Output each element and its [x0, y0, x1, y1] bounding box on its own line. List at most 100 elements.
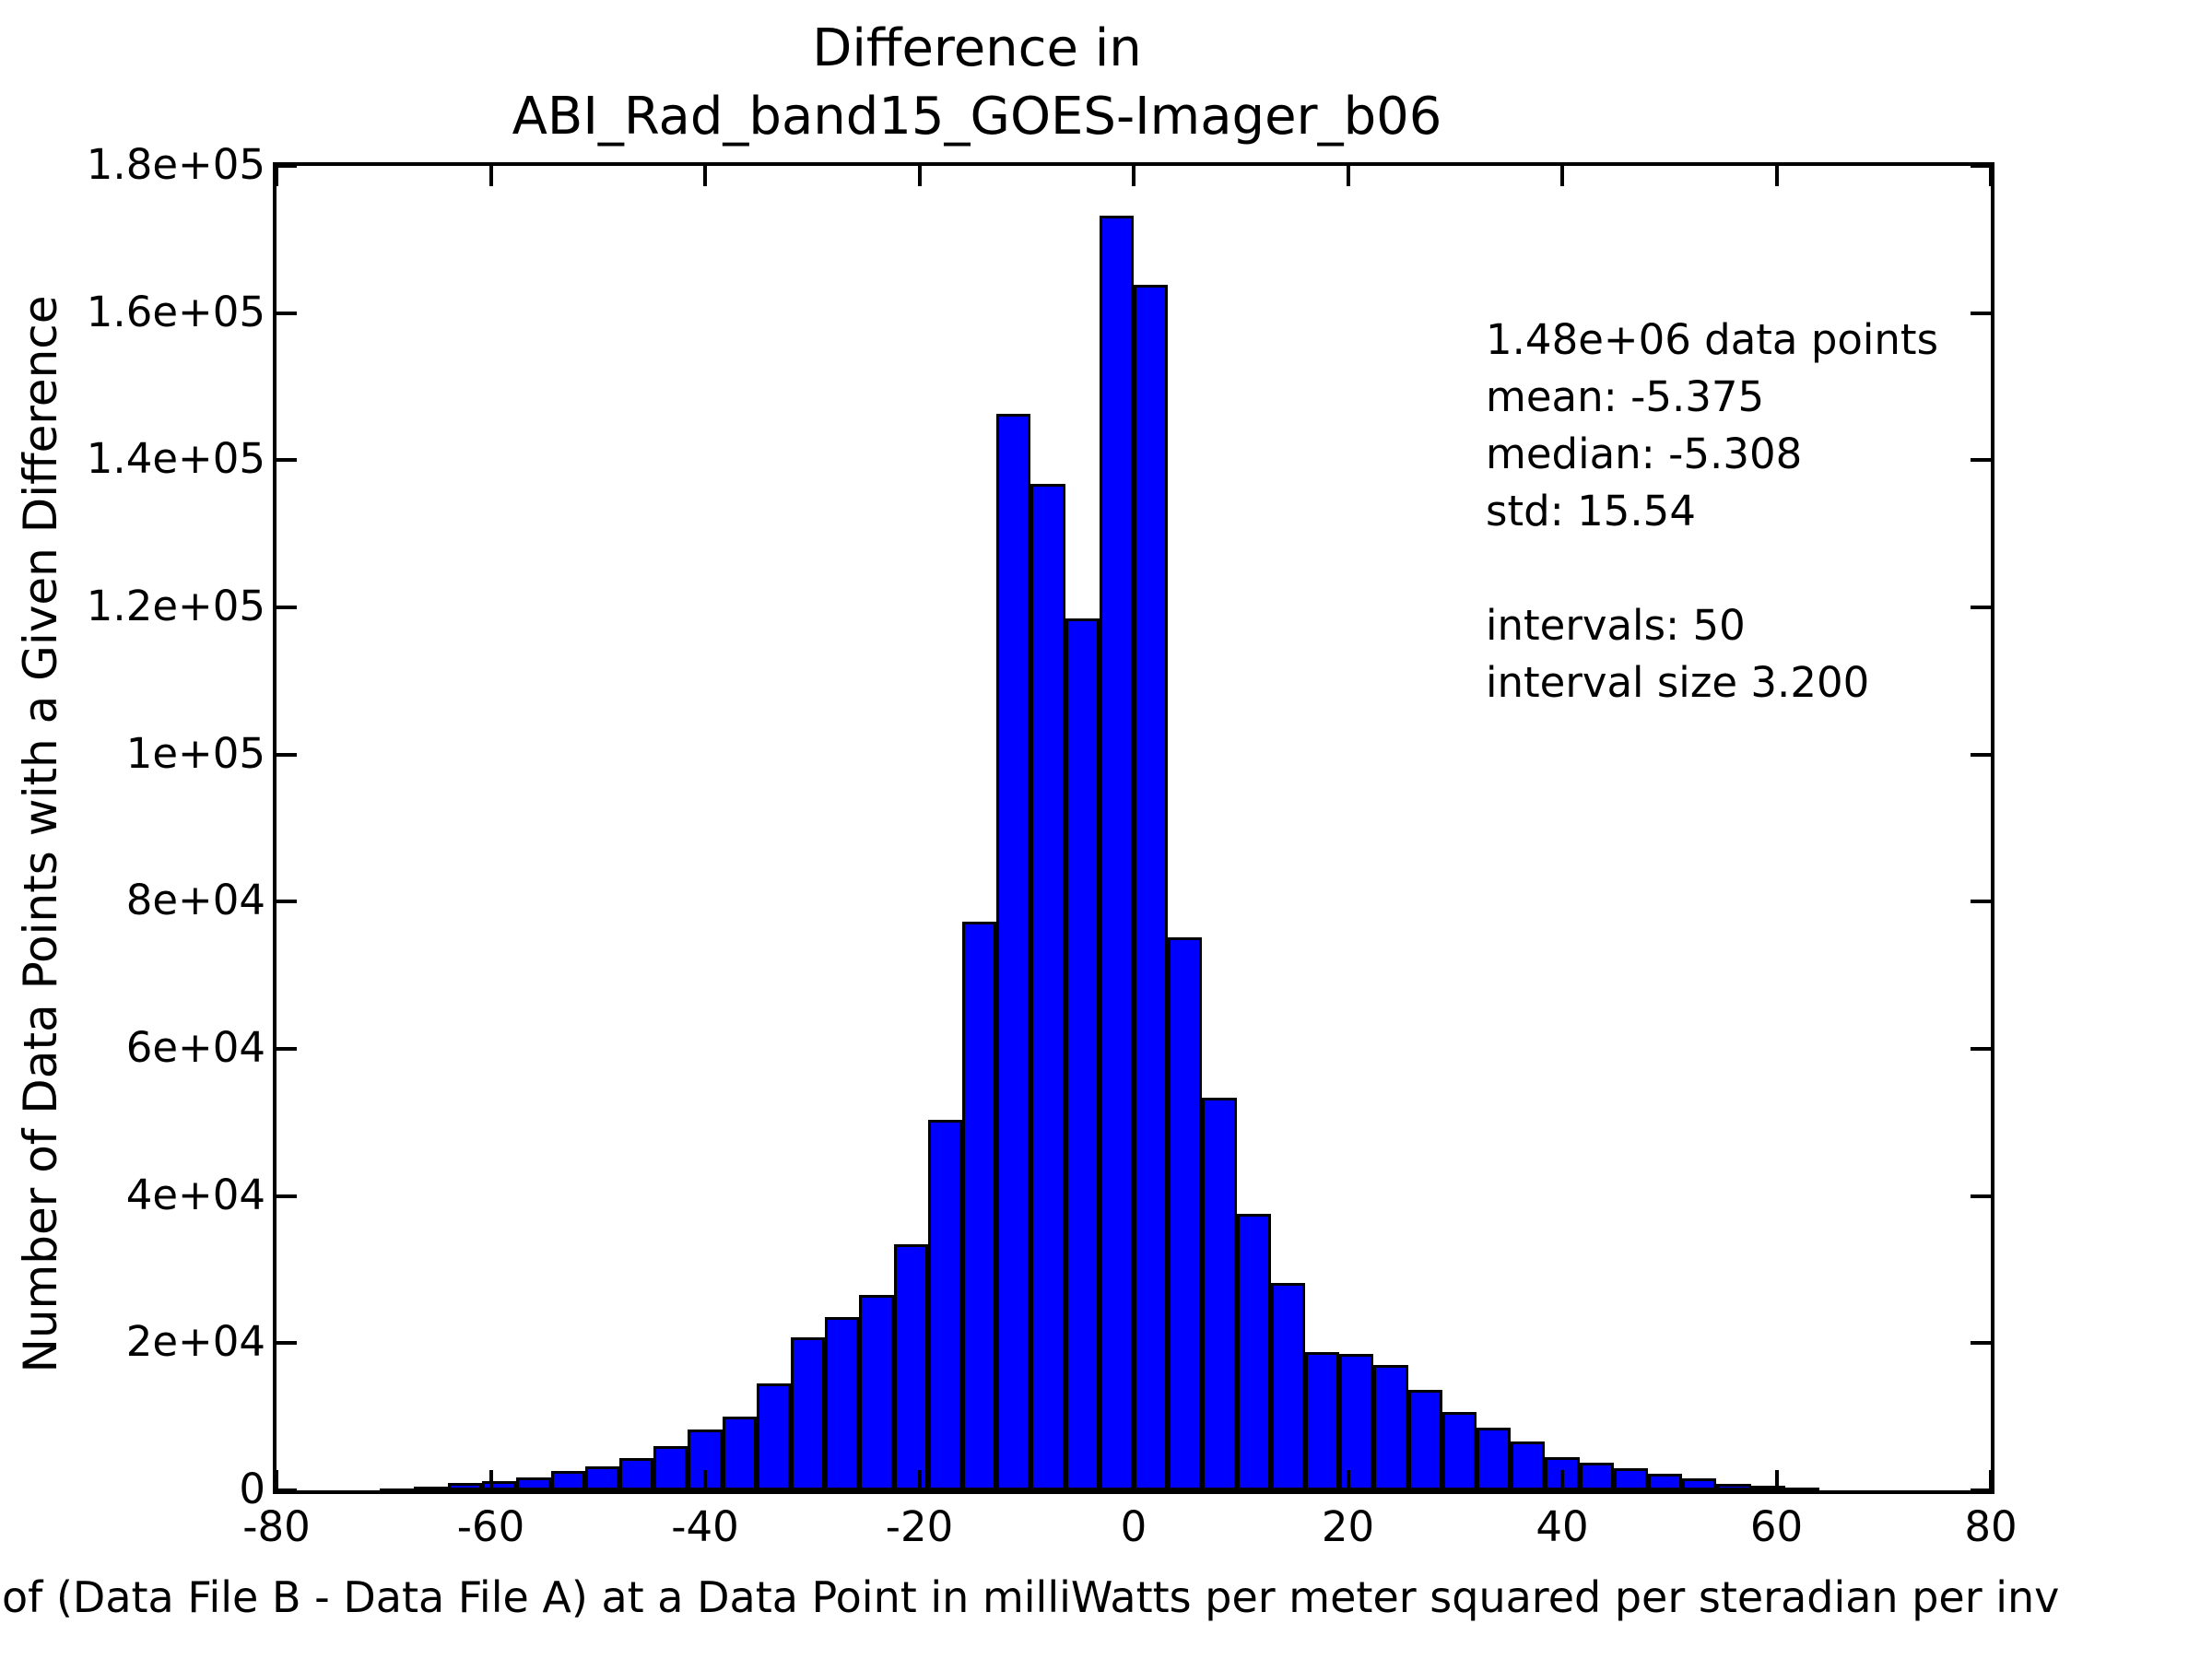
y-tick-label: 6e+04 — [125, 1023, 265, 1072]
histogram-bar — [1339, 1353, 1374, 1490]
y-axis-tick — [276, 1341, 297, 1346]
y-axis-tick — [276, 1488, 297, 1492]
x-axis-tick-top — [1346, 166, 1350, 186]
x-axis-tick — [917, 1470, 922, 1490]
y-axis-tick — [276, 1047, 297, 1051]
stats-annotation: 1.48e+06 data points mean: -5.375 median… — [1486, 312, 1938, 712]
y-tick-label: 0 — [239, 1465, 265, 1513]
histogram-bar — [1168, 936, 1203, 1490]
histogram-bar — [1511, 1441, 1546, 1490]
histogram-bar — [1682, 1478, 1717, 1490]
histogram-bar — [1270, 1282, 1305, 1490]
y-tick-label: 2e+04 — [125, 1317, 265, 1367]
y-tick-label: 1.6e+05 — [86, 287, 265, 336]
y-axis-tick — [276, 900, 297, 904]
x-tick-label: -60 — [456, 1502, 525, 1551]
histogram-bar — [413, 1486, 448, 1492]
histogram-bar — [1750, 1486, 1785, 1492]
x-tick-label: 60 — [1749, 1502, 1804, 1551]
histogram-bar — [996, 414, 1031, 1490]
y-axis-tick — [276, 752, 297, 757]
x-axis-tick — [488, 1470, 493, 1490]
histogram-bar — [448, 1483, 483, 1490]
x-tick-label: 40 — [1535, 1502, 1589, 1551]
histogram-bar — [1648, 1474, 1683, 1490]
stats-line-datapoints: 1.48e+06 data points — [1486, 315, 1939, 364]
histogram-bar — [619, 1457, 654, 1490]
histogram-bar — [653, 1446, 688, 1490]
x-axis-tick-top — [275, 166, 278, 186]
x-axis-tick-top — [488, 166, 493, 186]
x-axis-label-wrap: of (Data File B - Data File A) at a Data… — [0, 1572, 2212, 1637]
histogram-bar — [1202, 1098, 1237, 1490]
x-axis-tick — [1346, 1470, 1350, 1490]
y-tick-label: 1.4e+05 — [86, 434, 265, 484]
y-axis-tick-right — [1971, 900, 1991, 904]
x-tick-label: -40 — [671, 1502, 739, 1551]
x-tick-label: 0 — [1120, 1502, 1147, 1551]
histogram-bar — [1373, 1365, 1408, 1490]
chart-title-line-2: ABI_Rad_band15_GOES-Imager_b06 — [512, 87, 1442, 147]
stats-line-std: std: 15.54 — [1486, 487, 1696, 535]
y-axis-tick-right — [1971, 1047, 1991, 1051]
histogram-bar — [1477, 1428, 1512, 1490]
y-axis-tick-right — [1971, 458, 1991, 463]
histogram-bar — [1579, 1463, 1614, 1490]
histogram-bar — [1784, 1488, 1819, 1494]
histogram-bar — [893, 1244, 928, 1490]
y-axis-tick-right — [1971, 752, 1991, 757]
x-axis-tick — [1774, 1470, 1779, 1490]
histogram-bar — [1716, 1483, 1751, 1490]
histogram-bar — [1030, 483, 1065, 1490]
y-axis-tick-right — [1971, 164, 1991, 168]
x-axis-tick-top — [917, 166, 922, 186]
y-tick-label: 8e+04 — [125, 876, 265, 925]
x-tick-label: 20 — [1321, 1502, 1375, 1551]
stats-line-blank — [1486, 540, 1938, 597]
chart-title-line-1: Difference in — [812, 18, 1142, 78]
y-axis-tick — [276, 164, 297, 168]
histogram-bar — [1065, 618, 1100, 1490]
stats-line-interval-size: interval size 3.200 — [1486, 658, 1870, 707]
y-axis-tick — [276, 311, 297, 315]
x-axis-tick-top — [1132, 166, 1135, 186]
histogram-bar — [1613, 1468, 1648, 1490]
x-axis-tick-top — [1774, 166, 1779, 186]
histogram-bar — [1305, 1351, 1340, 1490]
histogram-bar — [927, 1120, 962, 1490]
histogram-bar — [825, 1317, 860, 1490]
x-axis-tick-top — [1560, 166, 1564, 186]
x-axis-tick — [1560, 1470, 1564, 1490]
histogram-bar — [482, 1480, 517, 1490]
histogram-bar — [1236, 1213, 1271, 1490]
stats-line-median: median: -5.308 — [1486, 429, 1803, 478]
histogram-bar — [962, 921, 997, 1490]
histogram-bar — [1407, 1390, 1442, 1490]
x-tick-label: -20 — [885, 1502, 954, 1551]
histogram-bar — [584, 1465, 619, 1490]
x-tick-label: -80 — [242, 1502, 311, 1551]
y-tick-label: 4e+04 — [125, 1170, 265, 1219]
x-axis-tick — [275, 1470, 278, 1490]
histogram-bar — [1441, 1412, 1477, 1490]
y-axis-tick — [276, 606, 297, 609]
stats-line-intervals: intervals: 50 — [1486, 601, 1746, 650]
histogram-bar — [379, 1488, 414, 1494]
y-axis-tick — [276, 1194, 297, 1198]
y-axis-tick — [276, 458, 297, 463]
x-axis-tick — [1989, 1470, 1993, 1490]
y-axis-tick-right — [1971, 1194, 1991, 1198]
histogram-bar — [756, 1383, 791, 1490]
x-tick-label: 80 — [1964, 1502, 2018, 1551]
stats-line-mean: mean: -5.375 — [1486, 372, 1765, 421]
x-axis-label: of (Data File B - Data File A) at a Data… — [2, 1572, 2060, 1622]
plot-frame — [273, 162, 1994, 1494]
histogram-bar — [791, 1336, 826, 1490]
y-axis-tick-right — [1971, 1341, 1991, 1346]
histogram-bar — [722, 1417, 757, 1490]
histogram-bar — [550, 1471, 585, 1490]
y-axis-tick-right — [1971, 1488, 1991, 1492]
histogram-bar — [859, 1294, 894, 1490]
x-axis-tick — [1132, 1470, 1135, 1490]
